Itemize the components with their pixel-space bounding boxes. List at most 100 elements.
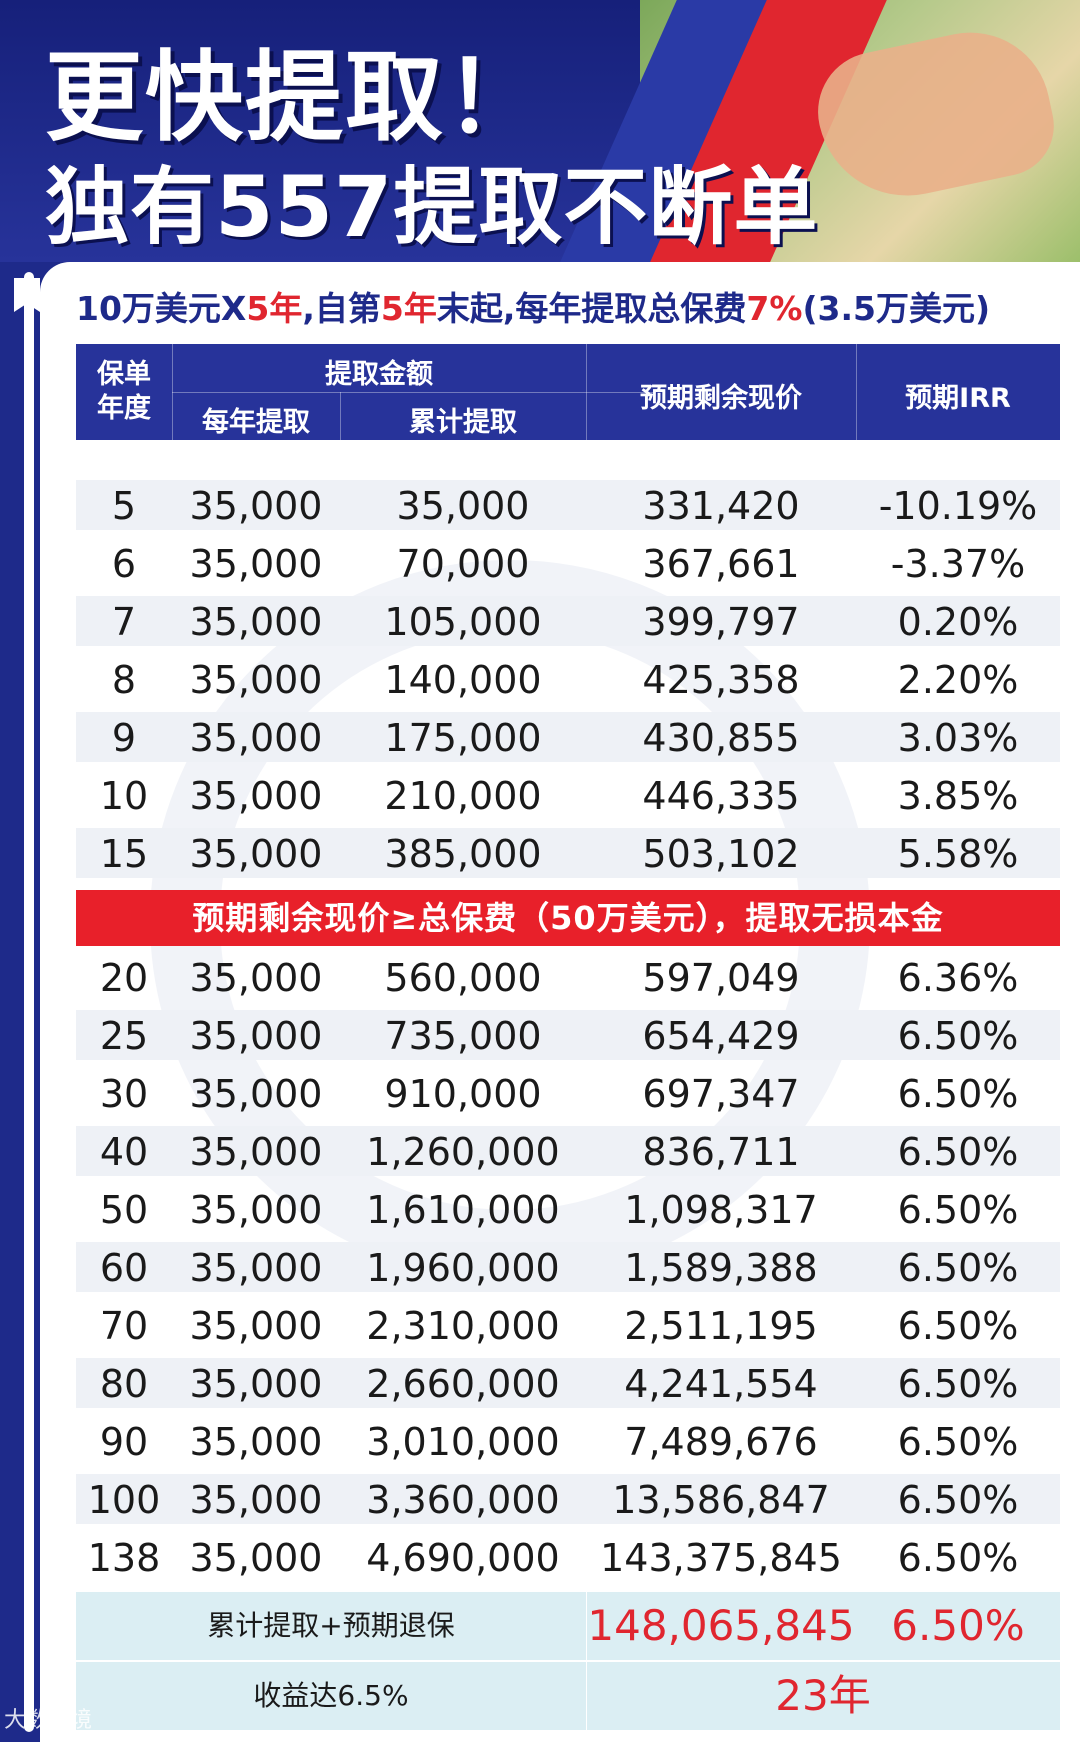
policy-year-cell: 138 — [87, 1536, 161, 1580]
cumulative-withdrawal-cell: 910,000 — [384, 1072, 542, 1116]
annual-withdrawal-cell: 35,000 — [189, 832, 323, 876]
cash-value-cell: 1,098,317 — [624, 1188, 818, 1232]
policy-year-cell: 20 — [99, 956, 149, 1000]
cash-value-cell: 2,511,195 — [624, 1304, 818, 1348]
irr-cell: 3.03% — [897, 716, 1019, 760]
plan-text-3: 末起,每年提取总保费 — [436, 289, 747, 328]
page-title: 更快提取！ — [45, 41, 546, 155]
policy-year-cell: 80 — [99, 1362, 149, 1406]
cumulative-withdrawal-cell: 35,000 — [396, 484, 530, 528]
col-policy-year: 保单年度 — [97, 359, 151, 424]
cash-value-cell: 1,589,388 — [624, 1246, 818, 1290]
col-withdrawal-amount: 提取金额 — [325, 359, 433, 390]
annual-withdrawal-cell: 35,000 — [189, 1304, 323, 1348]
policy-year-cell: 9 — [111, 716, 137, 760]
irr-cell: 0.20% — [897, 600, 1019, 644]
header-divider — [340, 392, 341, 440]
cash-value-cell: 331,420 — [642, 484, 800, 528]
cash-value-cell: 4,241,554 — [624, 1362, 818, 1406]
irr-cell: 6.50% — [897, 1362, 1019, 1406]
cumulative-withdrawal-cell: 175,000 — [384, 716, 542, 760]
cumulative-withdrawal-cell: 4,690,000 — [366, 1536, 560, 1580]
cash-value-cell: 430,855 — [642, 716, 800, 760]
cash-value-cell: 399,797 — [642, 600, 800, 644]
annual-withdrawal-cell: 35,000 — [189, 484, 323, 528]
cash-value-cell: 836,711 — [642, 1130, 800, 1174]
plan-highlight-3: 7% — [746, 289, 803, 328]
plan-description: 10万美元X5年,自第5年末起,每年提取总保费7%(3.5万美元) — [76, 282, 990, 330]
source-watermark: 大数跨境 — [4, 1708, 93, 1733]
irr-cell: 6.50% — [897, 1014, 1019, 1058]
yield-label: 收益达6.5% — [253, 1679, 409, 1712]
cash-value-cell: 597,049 — [642, 956, 800, 1000]
hero-header: 更快提取！ 独有557提取不断单 — [0, 0, 1080, 262]
plan-highlight-1: 5年 — [246, 289, 303, 328]
yield-years: 23年 — [775, 1671, 871, 1720]
annual-withdrawal-cell: 35,000 — [189, 716, 323, 760]
policy-year-cell: 10 — [99, 774, 149, 818]
annual-withdrawal-cell: 35,000 — [189, 1536, 323, 1580]
irr-cell: 6.50% — [897, 1130, 1019, 1174]
irr-cell: 6.50% — [897, 1246, 1019, 1290]
annual-withdrawal-cell: 35,000 — [189, 774, 323, 818]
header-divider — [172, 392, 654, 393]
table-row: 80 35,000 2,660,000 4,241,554 6.50% — [76, 1358, 1060, 1408]
cash-value-cell: 367,661 — [642, 542, 800, 586]
table-row: 30 35,000 910,000 697,347 6.50% — [76, 1068, 1060, 1118]
table-row: 25 35,000 735,000 654,429 6.50% — [76, 1010, 1060, 1060]
annual-withdrawal-cell: 35,000 — [189, 1014, 323, 1058]
annual-withdrawal-cell: 35,000 — [189, 1420, 323, 1464]
annual-withdrawal-cell: 35,000 — [189, 1130, 323, 1174]
summary-divider — [586, 1592, 587, 1660]
irr-cell: 6.50% — [897, 1188, 1019, 1232]
cash-value-cell: 654,429 — [642, 1014, 800, 1058]
annual-withdrawal-cell: 35,000 — [189, 542, 323, 586]
policy-year-cell: 5 — [111, 484, 137, 528]
annual-withdrawal-cell: 35,000 — [189, 1478, 323, 1522]
cumulative-withdrawal-cell: 2,310,000 — [366, 1304, 560, 1348]
policy-year-cell: 60 — [99, 1246, 149, 1290]
irr-cell: 6.50% — [897, 1304, 1019, 1348]
irr-cell: 5.58% — [897, 832, 1019, 876]
policy-year-cell: 40 — [99, 1130, 149, 1174]
summary-divider — [586, 1662, 587, 1730]
plan-text-2: ,自第 — [302, 289, 381, 328]
policy-year-cell: 30 — [99, 1072, 149, 1116]
cash-value-cell: 143,375,845 — [600, 1536, 842, 1580]
policy-year-cell: 15 — [99, 832, 149, 876]
table-row: 7 35,000 105,000 399,797 0.20% — [76, 596, 1060, 646]
col-annual-withdrawal: 每年提取 — [202, 407, 310, 438]
total-irr: 6.50% — [891, 1601, 1025, 1650]
cumulative-withdrawal-cell: 1,260,000 — [366, 1130, 560, 1174]
table-row: 10 35,000 210,000 446,335 3.85% — [76, 770, 1060, 820]
total-label: 累计提取+预期退保 — [207, 1609, 455, 1642]
table-row: 138 35,000 4,690,000 143,375,845 6.50% — [76, 1532, 1060, 1582]
cash-value-cell: 503,102 — [642, 832, 800, 876]
policy-year-cell: 100 — [87, 1478, 161, 1522]
policy-year-cell: 70 — [99, 1304, 149, 1348]
side-line — [24, 272, 34, 1732]
policy-year-cell: 25 — [99, 1014, 149, 1058]
policy-year-cell: 50 — [99, 1188, 149, 1232]
table-row: 60 35,000 1,960,000 1,589,388 6.50% — [76, 1242, 1060, 1292]
cumulative-withdrawal-cell: 140,000 — [384, 658, 542, 702]
annual-withdrawal-cell: 35,000 — [189, 1362, 323, 1406]
irr-cell: -10.19% — [878, 484, 1038, 528]
table-row: 100 35,000 3,360,000 13,586,847 6.50% — [76, 1474, 1060, 1524]
annual-withdrawal-cell: 35,000 — [189, 658, 323, 702]
cumulative-withdrawal-cell: 1,960,000 — [366, 1246, 560, 1290]
annual-withdrawal-cell: 35,000 — [189, 600, 323, 644]
annual-withdrawal-cell: 35,000 — [189, 1188, 323, 1232]
cumulative-withdrawal-cell: 210,000 — [384, 774, 542, 818]
irr-cell: 6.50% — [897, 1536, 1019, 1580]
table-row: 5 35,000 35,000 331,420 -10.19% — [76, 480, 1060, 530]
irr-cell: 6.36% — [897, 956, 1019, 1000]
header-divider — [586, 344, 587, 440]
header-divider — [856, 344, 857, 440]
cumulative-withdrawal-cell: 735,000 — [384, 1014, 542, 1058]
cumulative-withdrawal-cell: 2,660,000 — [366, 1362, 560, 1406]
irr-cell: 6.50% — [897, 1478, 1019, 1522]
cumulative-withdrawal-cell: 3,010,000 — [366, 1420, 560, 1464]
cumulative-withdrawal-cell: 560,000 — [384, 956, 542, 1000]
cash-value-cell: 446,335 — [642, 774, 800, 818]
